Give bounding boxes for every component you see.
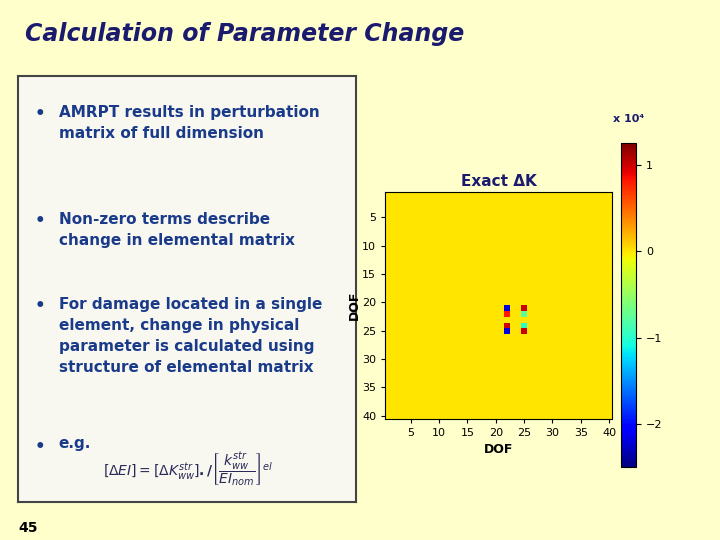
Text: Non-zero terms describe
change in elemental matrix: Non-zero terms describe change in elemen… <box>58 212 294 248</box>
Title: Exact ΔK: Exact ΔK <box>461 174 536 189</box>
Text: •: • <box>35 438 45 456</box>
Text: x 10⁴: x 10⁴ <box>613 113 644 124</box>
Text: e.g.: e.g. <box>58 436 91 451</box>
Y-axis label: DOF: DOF <box>348 291 361 320</box>
Text: Calculation of Parameter Change: Calculation of Parameter Change <box>25 22 464 46</box>
Text: 45: 45 <box>18 521 37 535</box>
Text: •: • <box>35 298 45 315</box>
Text: For damage located in a single
element, change in physical
parameter is calculat: For damage located in a single element, … <box>58 298 322 375</box>
X-axis label: DOF: DOF <box>484 443 513 456</box>
Text: •: • <box>35 105 45 124</box>
Text: AMRPT results in perturbation
matrix of full dimension: AMRPT results in perturbation matrix of … <box>58 105 320 141</box>
Text: •: • <box>35 212 45 230</box>
Text: $[\Delta EI]=[\Delta K_{ww}^{str}]\mathbf{./}\left[\dfrac{k_{ww}^{str}}{EI_{nom}: $[\Delta EI]=[\Delta K_{ww}^{str}]\mathb… <box>102 451 272 489</box>
